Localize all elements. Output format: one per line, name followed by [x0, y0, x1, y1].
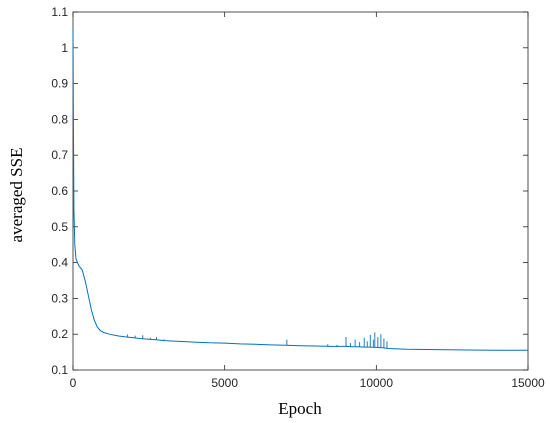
x-tick-label: 5000	[211, 376, 238, 390]
y-tick-label: 0.1	[51, 363, 68, 377]
x-tick-label: 10000	[360, 376, 394, 390]
series-line-0	[72, 29, 528, 351]
y-tick-label: 0.8	[51, 112, 68, 126]
x-axis-ticks: 0 5000 10000 15000	[70, 12, 545, 390]
x-axis-title: Epoch	[278, 399, 322, 418]
y-tick-label: 0.3	[51, 291, 68, 305]
y-tick-label: 0.2	[51, 327, 68, 341]
y-axis-ticks: 0.1 0.2 0.3 0.4 0.5 0.6 0.7 0.8 0.9 1 1.1	[51, 5, 528, 377]
x-tick-label: 0	[70, 376, 77, 390]
y-axis-title: averaged SSE	[7, 148, 26, 243]
y-tick-label: 0.4	[51, 256, 68, 270]
y-tick-label: 1.1	[51, 5, 68, 19]
plot-area	[72, 11, 529, 371]
y-tick-label: 0.7	[51, 148, 68, 162]
y-tick-label: 0.9	[51, 77, 68, 91]
y-tick-label: 1	[61, 41, 68, 55]
series-layer	[72, 29, 528, 351]
y-tick-label: 0.5	[51, 220, 68, 234]
y-tick-label: 0.6	[51, 184, 68, 198]
x-tick-label: 15000	[511, 376, 545, 390]
